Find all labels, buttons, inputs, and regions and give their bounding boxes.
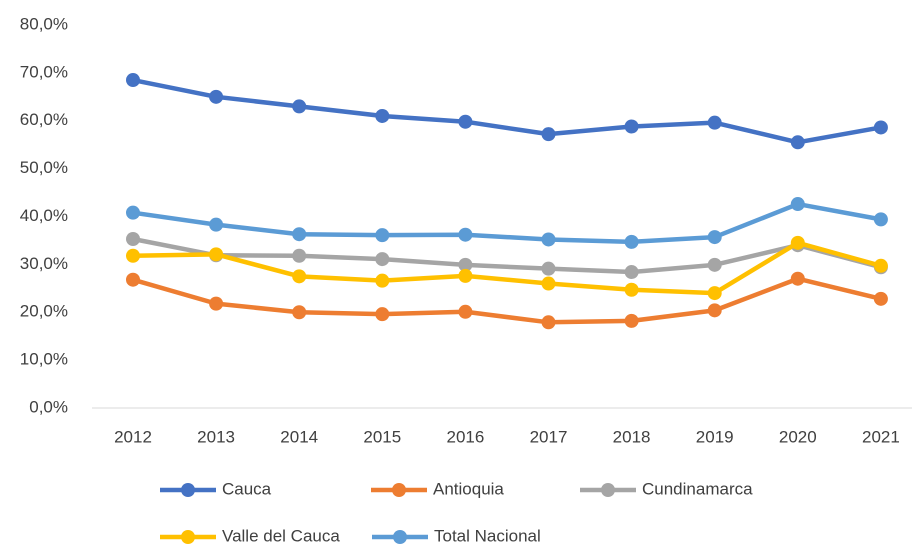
data-point	[292, 99, 307, 114]
data-point	[292, 305, 307, 320]
y-tick-label: 10,0%	[20, 350, 68, 369]
data-point	[790, 271, 805, 286]
data-point	[790, 197, 805, 212]
legend-marker	[181, 530, 195, 544]
x-tick-label: 2020	[779, 427, 817, 446]
data-point	[292, 269, 307, 284]
y-tick-label: 60,0%	[20, 110, 68, 129]
data-point	[873, 212, 888, 227]
legend-label: Antioquia	[433, 479, 504, 498]
data-point	[458, 257, 473, 272]
data-point	[292, 227, 307, 242]
y-tick-label: 30,0%	[20, 254, 68, 273]
legend-marker	[392, 483, 406, 497]
x-tick-label: 2015	[363, 427, 401, 446]
data-point	[458, 114, 473, 129]
data-point	[126, 73, 140, 88]
legend-marker	[601, 483, 615, 497]
data-point	[126, 272, 140, 287]
series-line	[132, 77, 882, 145]
x-tick-label: 2016	[446, 427, 484, 446]
x-tick-label: 2012	[114, 427, 152, 446]
data-point	[873, 258, 888, 273]
data-point	[873, 291, 888, 306]
data-point	[541, 232, 556, 247]
data-point	[541, 276, 556, 291]
data-point	[458, 268, 473, 283]
x-tick-label: 2017	[530, 427, 568, 446]
legend-marker	[181, 483, 195, 497]
data-point	[126, 232, 140, 247]
data-point	[624, 265, 639, 280]
data-point	[292, 248, 307, 263]
data-point	[458, 304, 473, 319]
data-point	[707, 115, 722, 130]
legend-marker	[393, 530, 407, 544]
y-tick-label: 50,0%	[20, 158, 68, 177]
data-point	[209, 217, 224, 232]
series-line	[132, 276, 882, 325]
data-point	[707, 230, 722, 245]
data-point	[873, 120, 888, 135]
data-point	[707, 303, 722, 318]
data-point	[375, 307, 390, 322]
data-point	[458, 227, 473, 242]
data-point	[707, 286, 722, 301]
y-tick-label: 40,0%	[20, 206, 68, 225]
data-point	[707, 257, 722, 272]
data-point	[541, 315, 556, 330]
data-point	[375, 108, 390, 123]
legend-label: Cauca	[222, 479, 272, 498]
data-point	[624, 234, 639, 249]
x-tick-label: 2021	[862, 427, 900, 446]
y-tick-label: 20,0%	[20, 302, 68, 321]
data-point	[790, 135, 805, 150]
data-point	[624, 282, 639, 297]
x-tick-label: 2019	[696, 427, 734, 446]
legend-label: Total Nacional	[434, 526, 541, 545]
data-point	[790, 235, 805, 250]
data-point	[624, 313, 639, 328]
y-tick-label: 0,0%	[29, 397, 68, 416]
series-line	[132, 201, 882, 245]
x-tick-label: 2013	[197, 427, 235, 446]
legend-label: Cundinamarca	[642, 479, 753, 498]
data-point	[209, 247, 224, 262]
y-tick-label: 70,0%	[20, 62, 68, 81]
data-point	[375, 228, 390, 243]
legend-label: Valle del Cauca	[222, 526, 340, 545]
data-point	[541, 127, 556, 142]
data-point	[375, 273, 390, 288]
data-point	[624, 119, 639, 134]
data-point	[541, 261, 556, 276]
data-point	[209, 296, 224, 311]
x-tick-label: 2018	[613, 427, 651, 446]
data-point	[126, 205, 140, 220]
x-tick-label: 2014	[280, 427, 318, 446]
data-point	[375, 252, 390, 267]
series-line	[132, 240, 882, 296]
data-point	[209, 89, 224, 104]
data-point	[126, 248, 140, 263]
series-line	[132, 236, 882, 275]
y-tick-label: 80,0%	[20, 14, 68, 33]
